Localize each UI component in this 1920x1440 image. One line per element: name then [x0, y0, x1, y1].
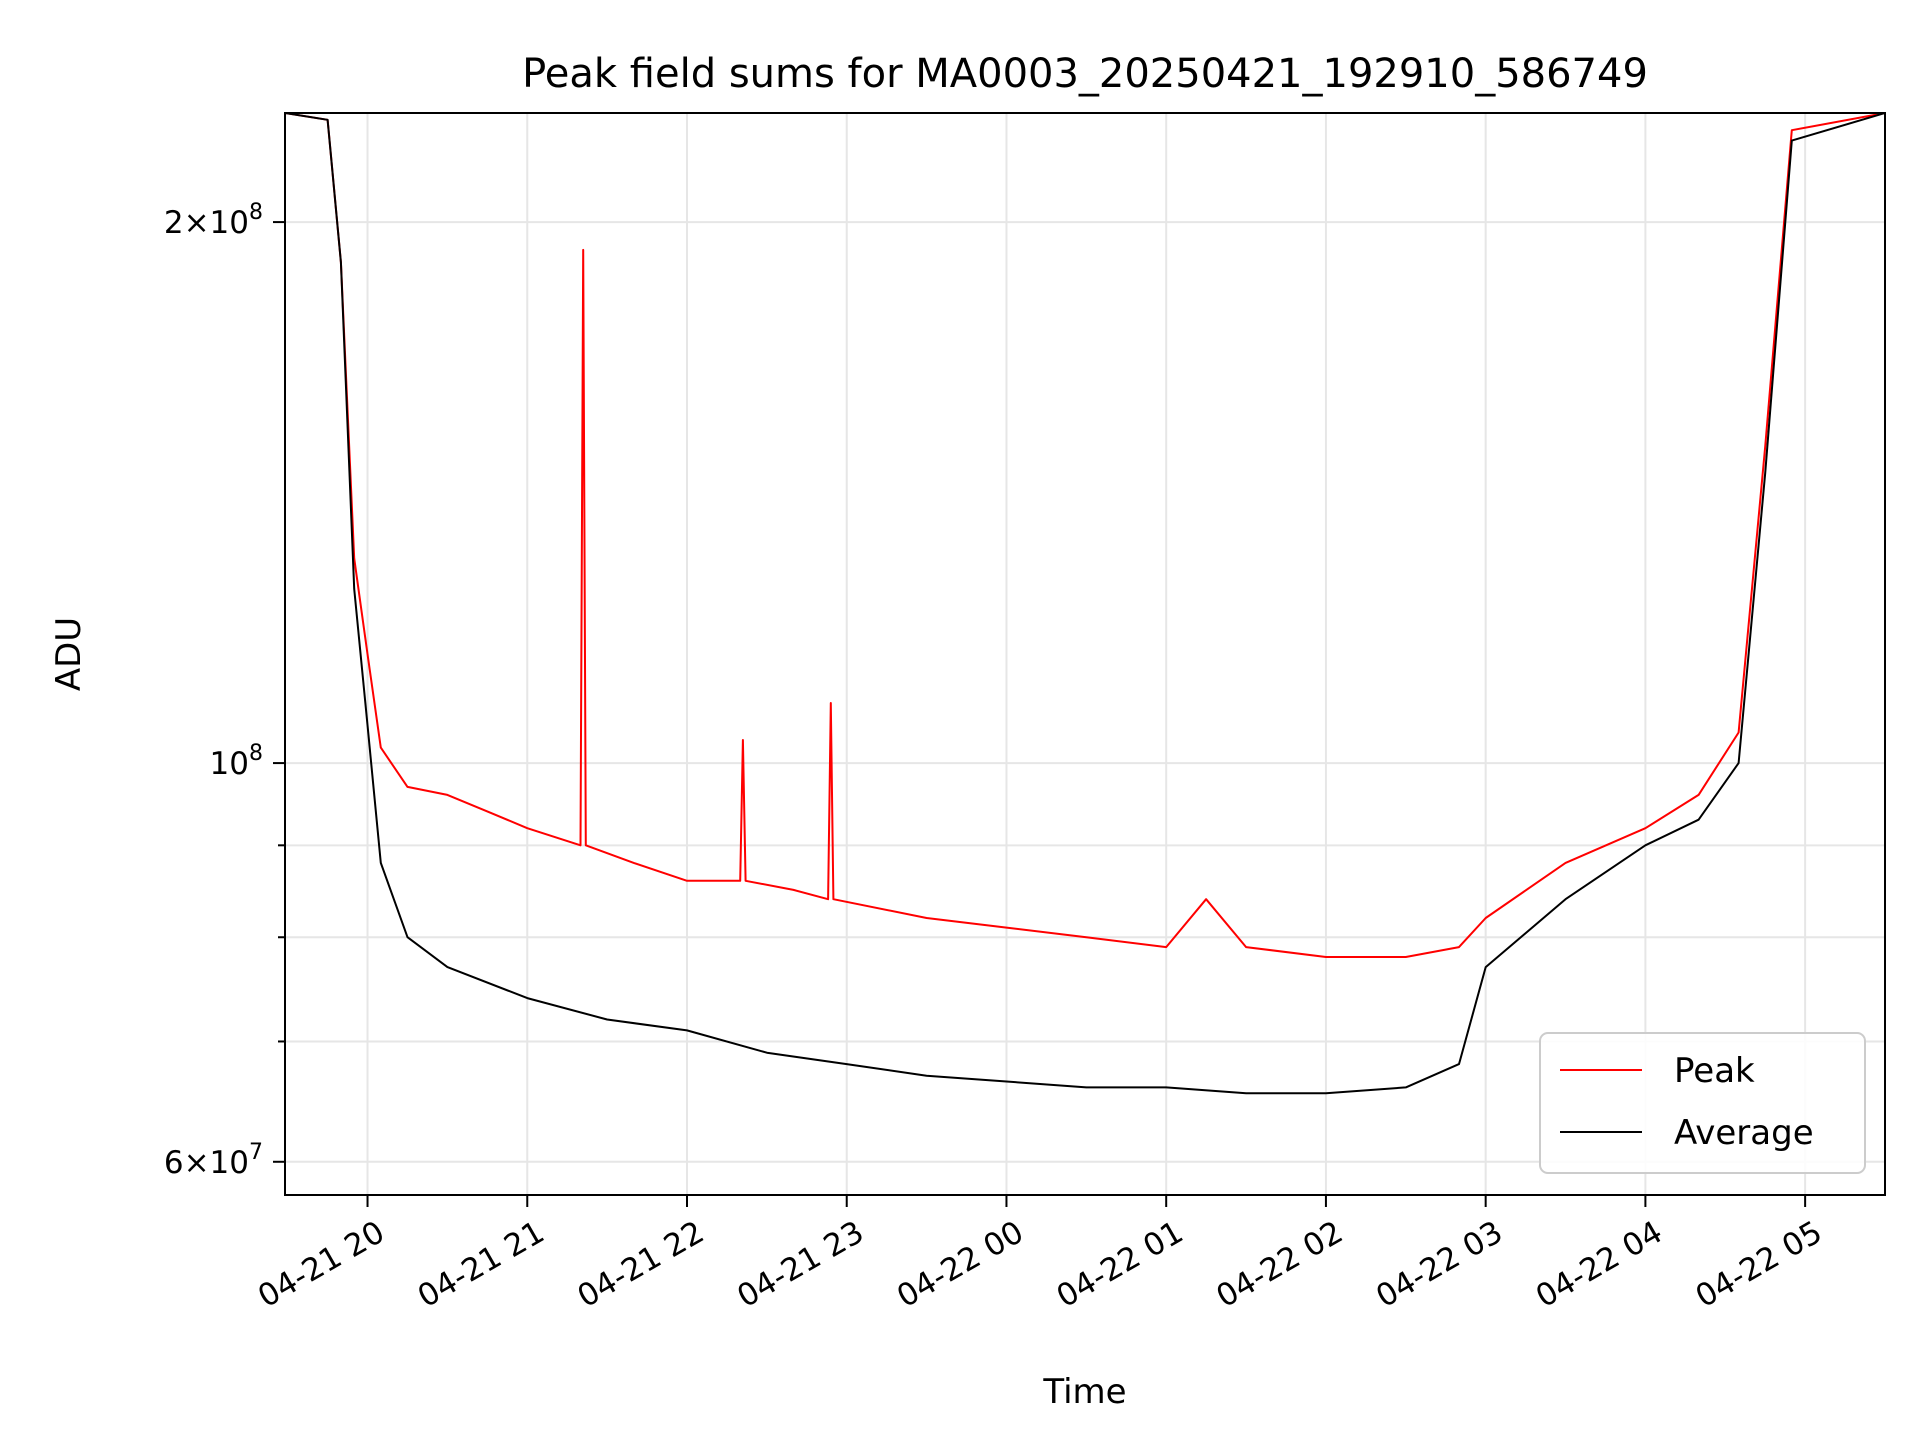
- series-layer: [285, 113, 1885, 1095]
- series-line-average: [285, 113, 1885, 1095]
- series-line-peak: [285, 113, 1885, 958]
- legend: Peak Average: [1539, 1032, 1866, 1174]
- y-axis-label: ADU: [49, 617, 89, 691]
- legend-peak-label: Peak: [1674, 1051, 1755, 1091]
- y-tick-label: 108: [210, 741, 263, 782]
- chart-title: Peak field sums for MA0003_20250421_1929…: [522, 51, 1648, 97]
- y-axis: 6×107 108 2×108: [164, 200, 285, 1181]
- y-tick-label: 6×107: [164, 1140, 263, 1181]
- y-tick-label: 2×108: [164, 200, 263, 241]
- plot-frame: [284, 112, 1886, 1196]
- legend-box: [1539, 1032, 1866, 1174]
- x-axis-label: Time: [1042, 1372, 1126, 1412]
- legend-average-label: Average: [1674, 1113, 1814, 1153]
